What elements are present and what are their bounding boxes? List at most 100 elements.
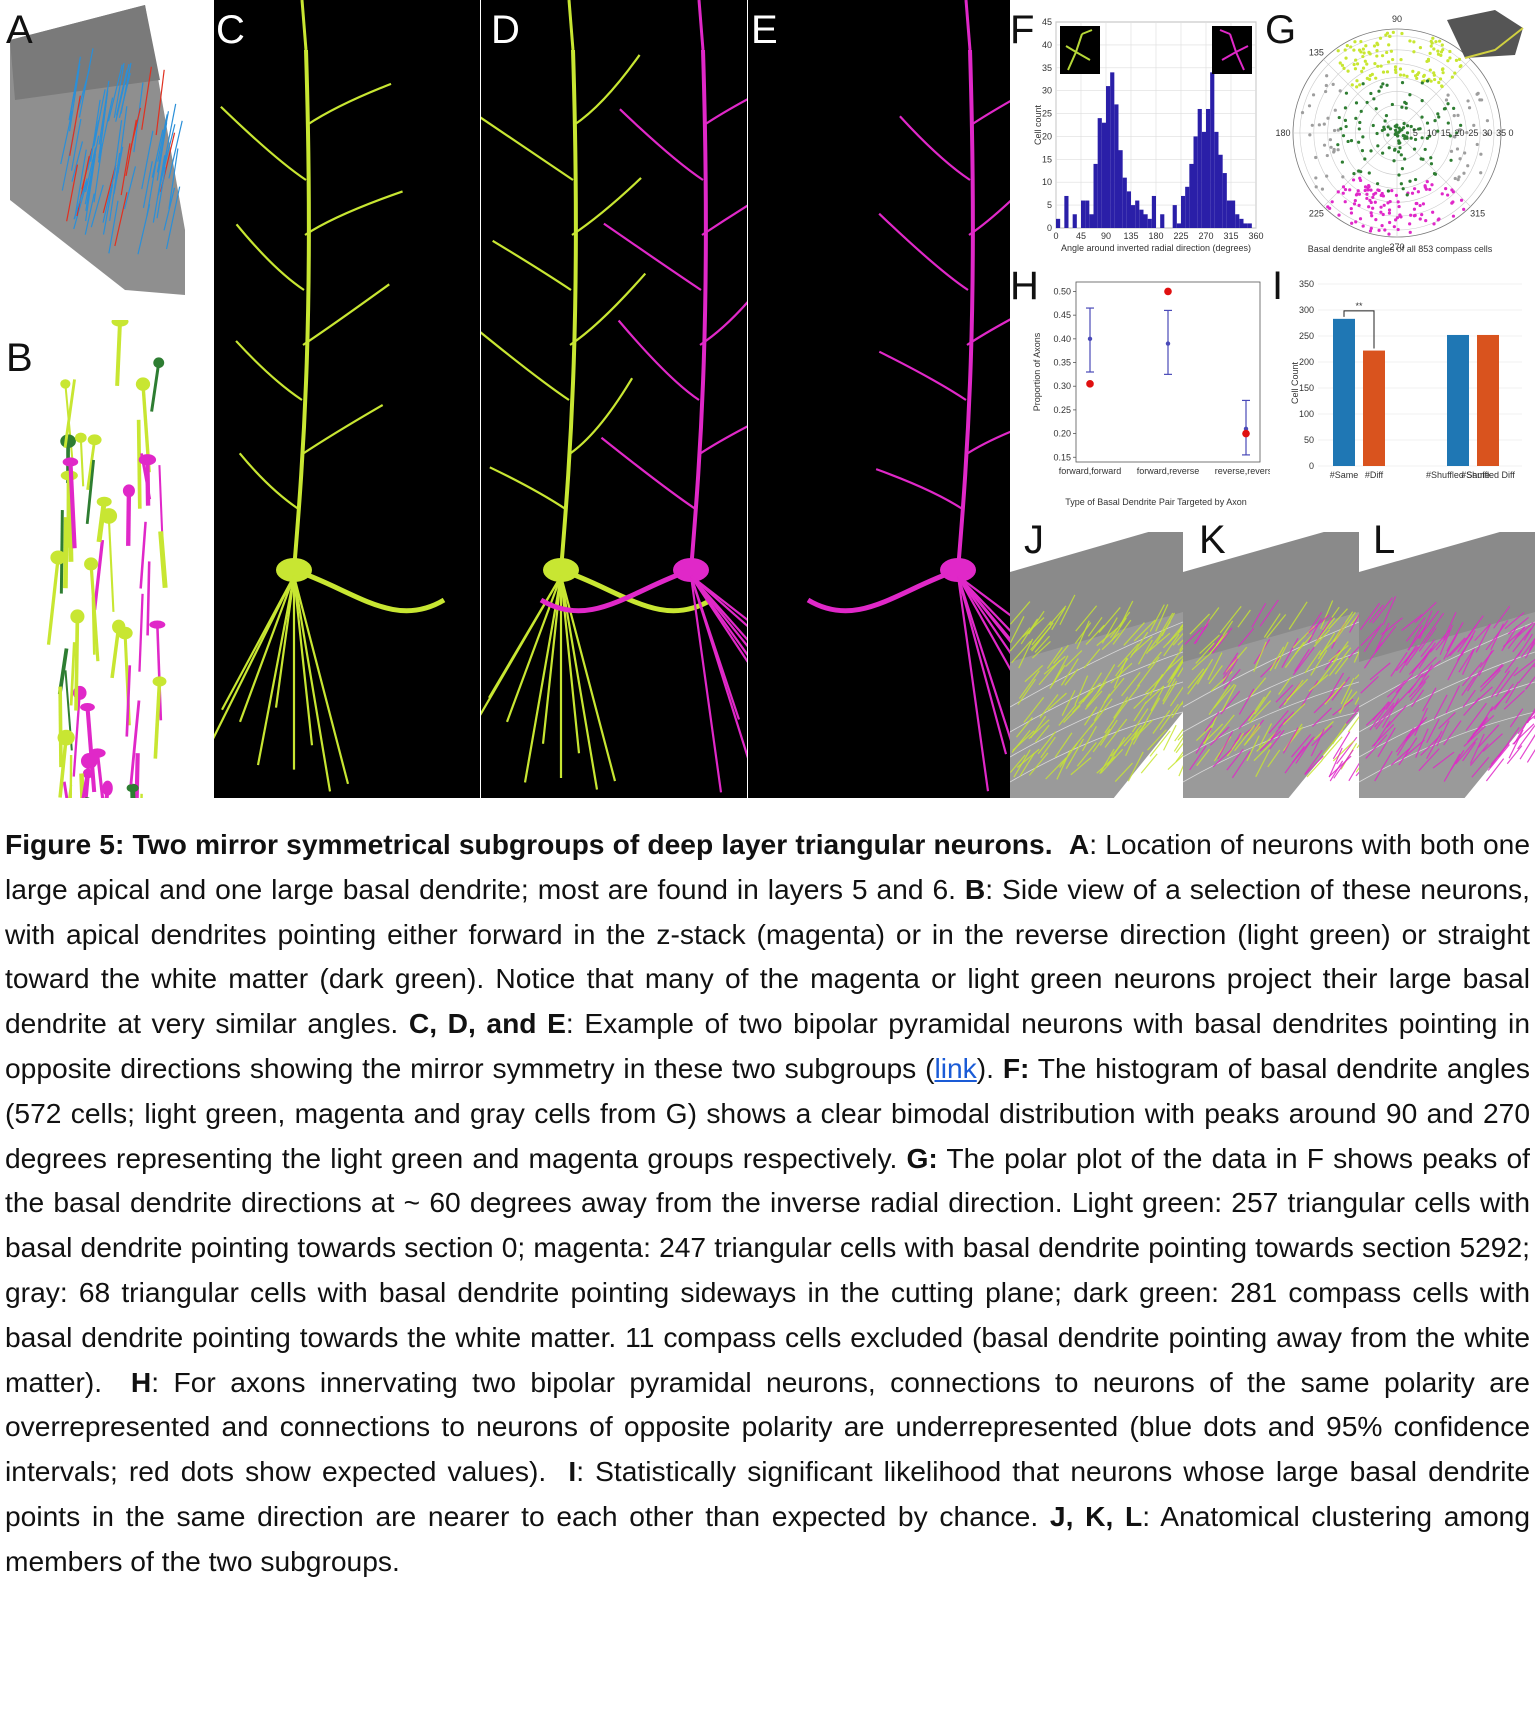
cluster-fiber <box>1064 668 1079 686</box>
polar-point <box>1415 76 1419 80</box>
bar-y-tick: 150 <box>1299 383 1314 393</box>
cluster-fiber <box>1255 749 1271 778</box>
cluster-fiber <box>1086 681 1107 708</box>
polar-point <box>1423 147 1427 152</box>
polar-point <box>1383 228 1387 232</box>
cluster-fiber <box>1096 627 1119 647</box>
polar-point <box>1440 192 1444 196</box>
polar-point <box>1436 129 1440 133</box>
polar-point <box>1379 85 1383 89</box>
polar-point <box>1338 61 1342 65</box>
apical-tip <box>567 0 575 51</box>
cluster-fiber <box>1281 637 1299 669</box>
ci-x-tick: reverse,reverse <box>1215 466 1270 476</box>
cluster-fiber <box>1487 744 1510 771</box>
inset-green-neuron <box>1060 26 1100 74</box>
neuron-strand <box>68 461 77 549</box>
polar-point <box>1393 65 1398 69</box>
cluster-fiber <box>1034 724 1050 743</box>
orientation-inset <box>1447 10 1523 58</box>
polar-point <box>1380 54 1385 58</box>
histogram-bar <box>1135 200 1140 228</box>
expected-point <box>1242 429 1250 438</box>
oblique-branch <box>968 199 1010 236</box>
cluster-fiber <box>1432 751 1455 769</box>
location-streak <box>156 111 170 173</box>
polar-point <box>1408 222 1412 226</box>
polar-point <box>1440 43 1444 47</box>
histogram-bar <box>1247 223 1252 228</box>
histogram-bar <box>1181 195 1186 228</box>
cluster-fiber <box>1292 625 1315 649</box>
cluster-fiber <box>1517 725 1535 750</box>
polar-point <box>1349 139 1354 143</box>
ci-y-tick: 0.40 <box>1053 334 1071 344</box>
neuron-strands <box>46 320 168 798</box>
panel-e-image: E <box>748 0 1010 798</box>
cluster-fiber <box>1063 705 1081 723</box>
polar-point <box>1393 68 1398 72</box>
polar-point <box>1412 40 1416 44</box>
location-streak <box>81 148 93 190</box>
cluster-fiber <box>1028 752 1049 776</box>
polar-point <box>1336 49 1340 53</box>
cluster-fiber <box>1251 602 1267 628</box>
cluster-fiber <box>1316 657 1338 685</box>
polar-point <box>1436 218 1440 222</box>
cluster-fiber <box>1189 613 1210 635</box>
histogram-bar <box>1147 218 1152 228</box>
polar-point <box>1376 144 1380 148</box>
cluster-fiber <box>1426 718 1440 744</box>
cluster-fiber <box>1282 703 1306 725</box>
cluster-fiber <box>1503 690 1525 710</box>
location-streak <box>161 124 176 178</box>
polar-radial-label: 10 <box>1427 128 1437 138</box>
cluster-fiber <box>1528 638 1535 651</box>
bar-y-tick: 300 <box>1299 305 1314 315</box>
polar-point <box>1346 139 1350 144</box>
neuron-strand <box>85 459 96 525</box>
cluster-fiber <box>1310 728 1325 757</box>
neuron-soma <box>135 377 151 391</box>
cluster-fiber <box>1099 748 1115 775</box>
cluster-fiber <box>1196 723 1215 741</box>
polar-point <box>1400 105 1404 109</box>
ci-y-tick: 0.35 <box>1053 358 1071 368</box>
cluster-fiber <box>1369 701 1391 731</box>
polar-point <box>1478 98 1482 102</box>
cluster-fiber <box>1268 710 1289 734</box>
polar-point <box>1354 58 1358 62</box>
cluster-fiber <box>1321 736 1343 761</box>
basal-branch <box>292 575 314 746</box>
cluster-fiber <box>1202 723 1224 744</box>
bar-y-tick: 0 <box>1309 461 1314 471</box>
ci-x-tick: forward,forward <box>1059 466 1122 476</box>
caption-link[interactable]: link <box>934 1051 977 1084</box>
polar-point <box>1479 171 1483 175</box>
oblique-branch <box>235 340 303 401</box>
polar-point <box>1479 152 1483 156</box>
cluster-fiber <box>1385 686 1403 710</box>
cluster-fiber <box>1374 702 1395 728</box>
location-streak <box>125 119 137 177</box>
cluster-fiber <box>1421 660 1442 678</box>
polar-point <box>1387 43 1391 47</box>
polar-point <box>1421 202 1426 206</box>
polar-point <box>1400 167 1404 171</box>
bar-x-tick: #Shuffled Same <box>1426 470 1490 480</box>
basal-branch <box>221 575 295 711</box>
cluster-fiber <box>1426 730 1443 759</box>
histogram-bar <box>1085 200 1090 228</box>
neuron-location-streaks <box>60 48 183 255</box>
oblique-branch <box>966 318 1010 346</box>
polar-point <box>1475 92 1479 96</box>
cluster-fiber <box>1332 740 1355 762</box>
polar-point <box>1385 83 1389 87</box>
histogram-bar <box>1143 214 1148 228</box>
cluster-fiber <box>1028 719 1050 740</box>
cluster-fiber <box>1485 758 1505 782</box>
polar-point <box>1420 115 1424 119</box>
polar-point <box>1371 206 1375 210</box>
cluster-fiber <box>1173 736 1183 752</box>
polar-point <box>1343 48 1347 52</box>
